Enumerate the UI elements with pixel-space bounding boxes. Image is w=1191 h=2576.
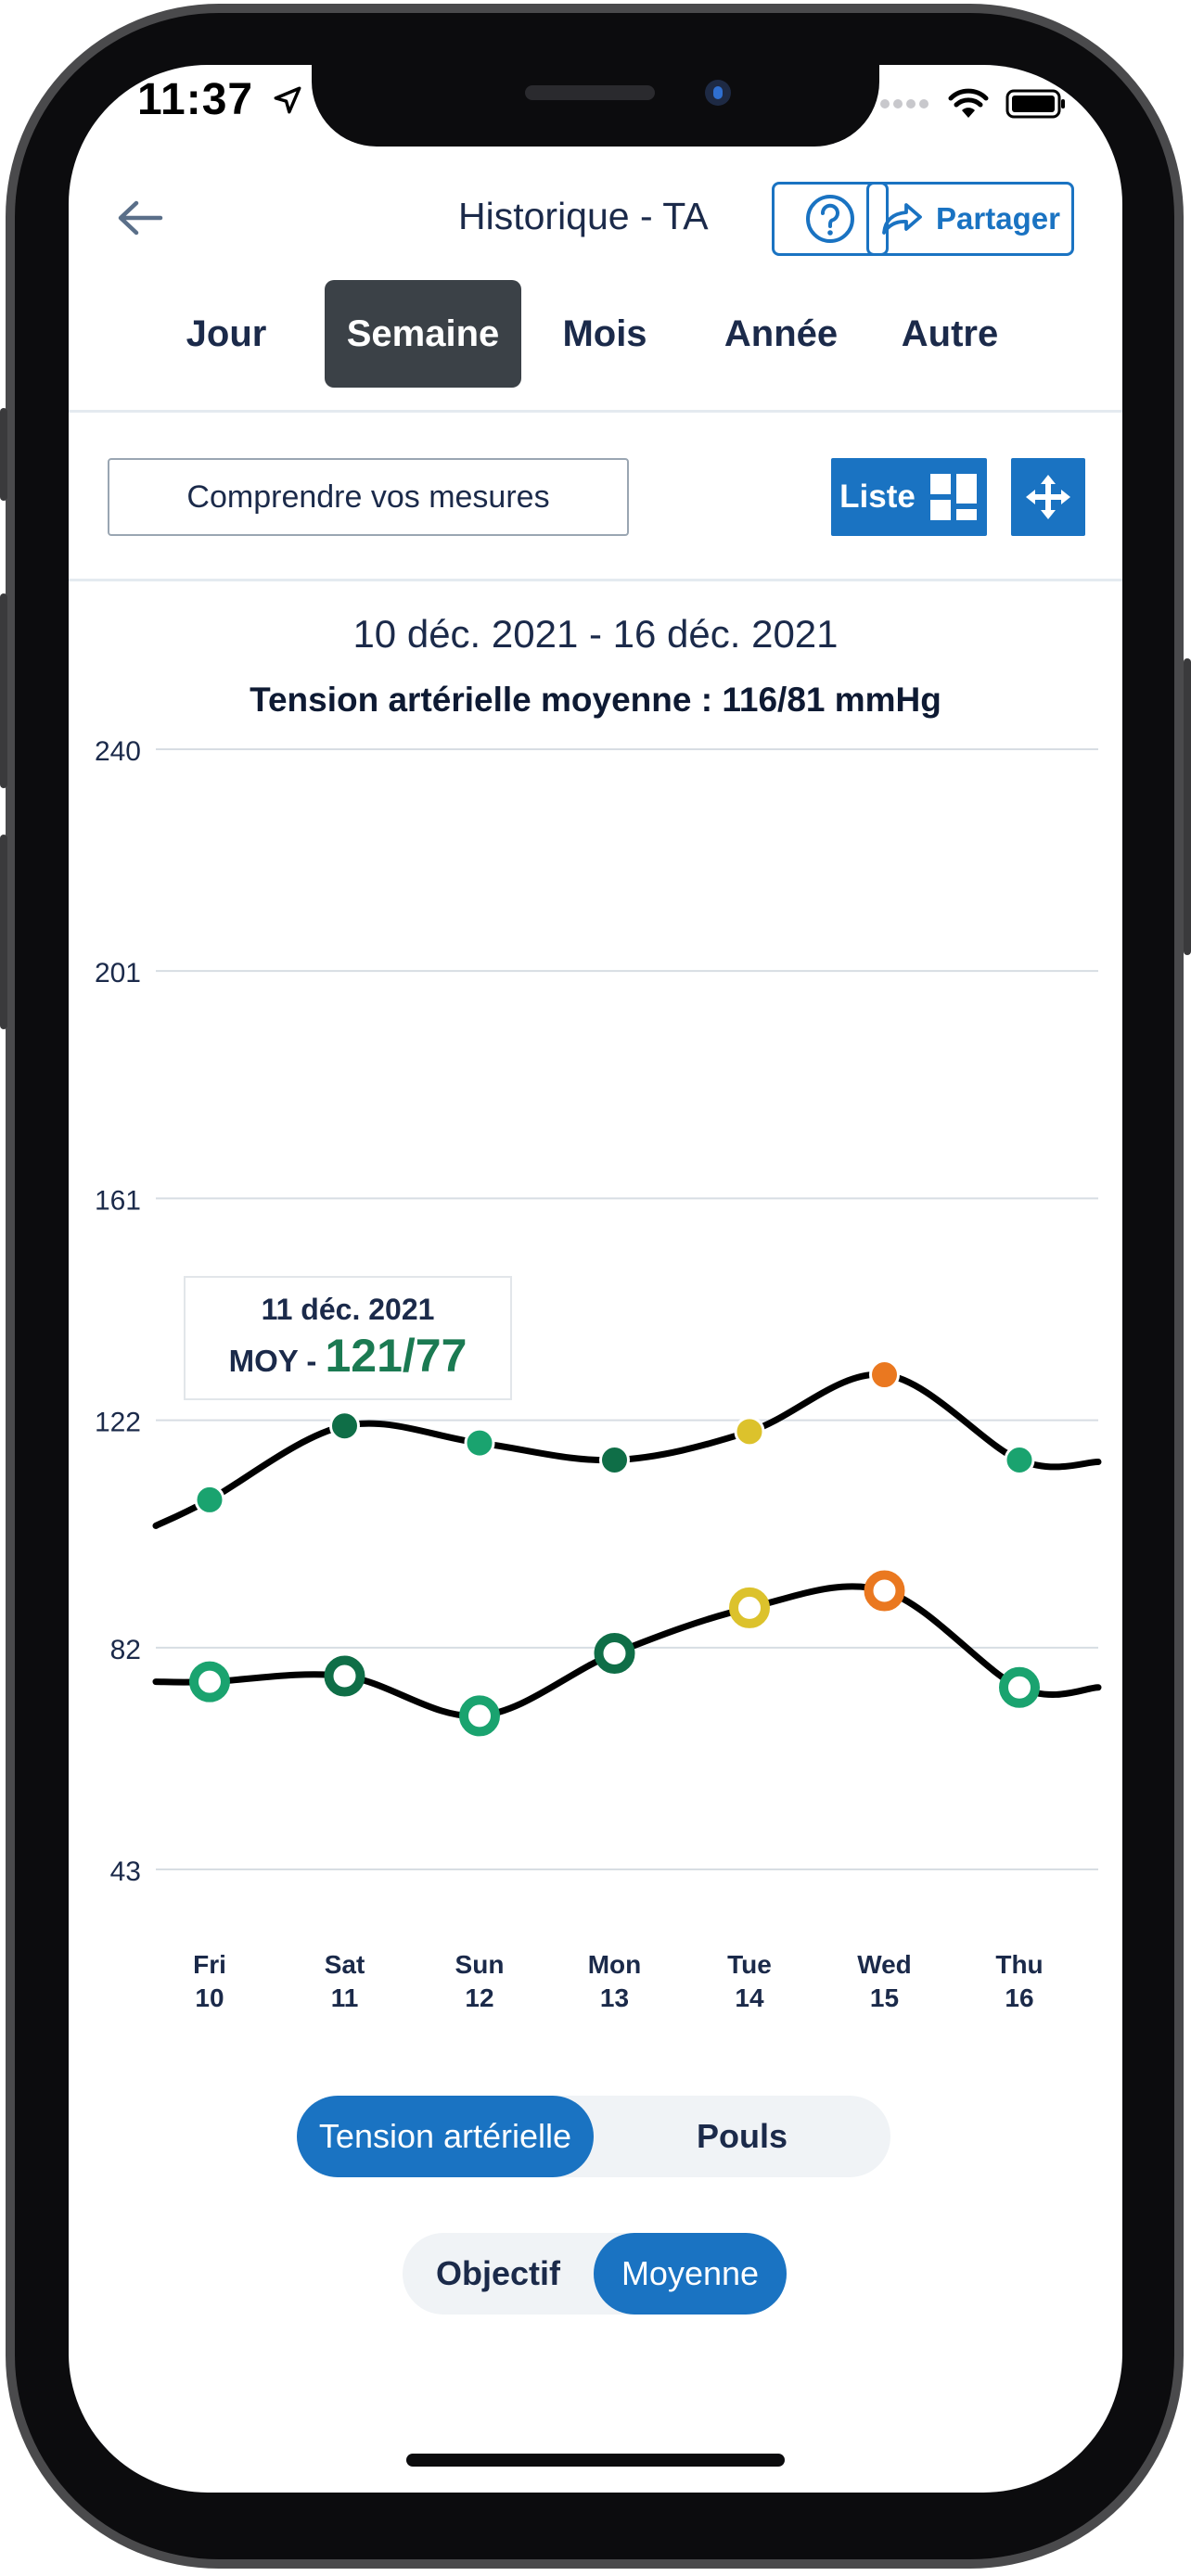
diastolic-point [864,1570,905,1612]
tooltip-number: 121/77 [325,1330,467,1382]
volume-up-button [0,593,7,788]
x-tick-date: 14 [735,1983,764,2012]
question-circle-icon [806,195,854,243]
x-tick-date: 12 [465,1983,493,2012]
systolic-point [464,1427,495,1459]
battery-icon [1005,89,1065,119]
y-tick-label: 122 [95,1408,141,1438]
x-tick-day: Mon [588,1950,642,1979]
diastolic-point [594,1632,635,1674]
app-screen: 11:37 Historique - TA [69,65,1122,2493]
location-arrow-icon [275,86,301,114]
x-tick-day: Fri [193,1950,226,1979]
tab-mois[interactable]: Mois [562,312,647,354]
tab-autre[interactable]: Autre [901,312,999,354]
move-arrows-icon [1026,475,1070,519]
diastolic-point [324,1655,365,1697]
toggle-blood-pressure[interactable]: Tension artérielle [297,2096,594,2177]
diastolic-point [999,1666,1040,1708]
grid-layout-icon [929,474,977,520]
systolic-point [869,1359,900,1391]
status-time: 11:37 [137,74,303,125]
systolic-point [734,1416,765,1447]
x-tick-day: Wed [857,1950,912,1979]
y-tick-label: 201 [95,958,141,988]
x-tick-day: Sun [455,1950,505,1979]
share-button[interactable]: Partager [866,182,1074,256]
mode-toggle: Objectif Moyenne [403,2233,787,2315]
blood-pressure-chart: 240 201 161 122 82 43 Fri 10 Sat 11 Sun 12 Mon 13 Tue 1… [95,736,1102,2012]
wifi-icon [948,88,989,118]
x-tick-date: 15 [870,1983,899,2012]
status-icons [879,85,1067,122]
metric-toggle: Tension artérielle Pouls [297,2096,890,2177]
diastolic-point [189,1661,230,1702]
list-label: Liste [839,478,916,515]
x-tick-date: 13 [600,1983,629,2012]
volume-down-button [0,835,7,1029]
tabs-divider [69,410,1122,413]
tooltip-date: 11 déc. 2021 [261,1293,435,1326]
understand-measures-button[interactable]: Comprendre vos mesures [108,458,629,536]
status-time-text: 11:37 [137,75,254,124]
toolbar-divider [69,579,1122,581]
tab-jour[interactable]: Jour [186,312,267,354]
x-tick-day: Thu [995,1950,1043,1979]
notch [312,65,879,147]
systolic-point [329,1410,360,1442]
share-label: Partager [936,201,1060,236]
y-tick-label: 43 [110,1856,141,1887]
help-button[interactable] [772,182,889,256]
y-tick-label: 161 [95,1185,141,1216]
signal-icon [880,99,928,108]
toggle-pulse[interactable]: Pouls [696,2117,788,2155]
tab-semaine[interactable]: Semaine [325,280,521,388]
systolic-point [194,1484,225,1515]
period-tabs: Jour Semaine Mois Année Autre [69,280,1122,388]
diastolic-point [459,1695,500,1737]
y-tick-label: 82 [110,1635,141,1665]
systolic-point [599,1444,630,1475]
tooltip-value: MOY - 121/77 [186,1329,510,1383]
list-view-button[interactable]: Liste [831,458,987,536]
toggle-objective[interactable]: Objectif [435,2254,560,2292]
home-indicator [406,2454,785,2467]
speaker-grille [525,85,655,100]
systolic-point [1004,1444,1035,1475]
share-arrow-icon [882,203,922,235]
date-range: 10 déc. 2021 - 16 déc. 2021 [352,612,839,656]
page-title: Historique - TA [458,195,709,237]
back-button[interactable] [108,185,173,250]
diastolic-point [729,1587,770,1628]
x-tick-date: 10 [195,1983,224,2012]
silent-switch [0,408,7,501]
toggle-average[interactable]: Moyenne [594,2233,787,2315]
tab-annee[interactable]: Année [724,312,839,354]
x-tick-date: 16 [1005,1983,1033,2012]
chart-tooltip: 11 déc. 2021 MOY - 121/77 [184,1276,512,1400]
x-tick-day: Sat [325,1950,365,1979]
average-pressure-text: Tension artérielle moyenne : 116/81 mmHg [250,681,941,719]
power-button [1184,658,1191,955]
arrow-left-icon [118,200,163,236]
front-camera [705,80,731,106]
tooltip-prefix: MOY - [228,1344,326,1378]
fullscreen-button[interactable] [1011,458,1085,536]
y-tick-label: 240 [95,736,141,767]
x-tick-date: 11 [331,1983,359,2012]
x-tick-day: Tue [727,1950,772,1979]
